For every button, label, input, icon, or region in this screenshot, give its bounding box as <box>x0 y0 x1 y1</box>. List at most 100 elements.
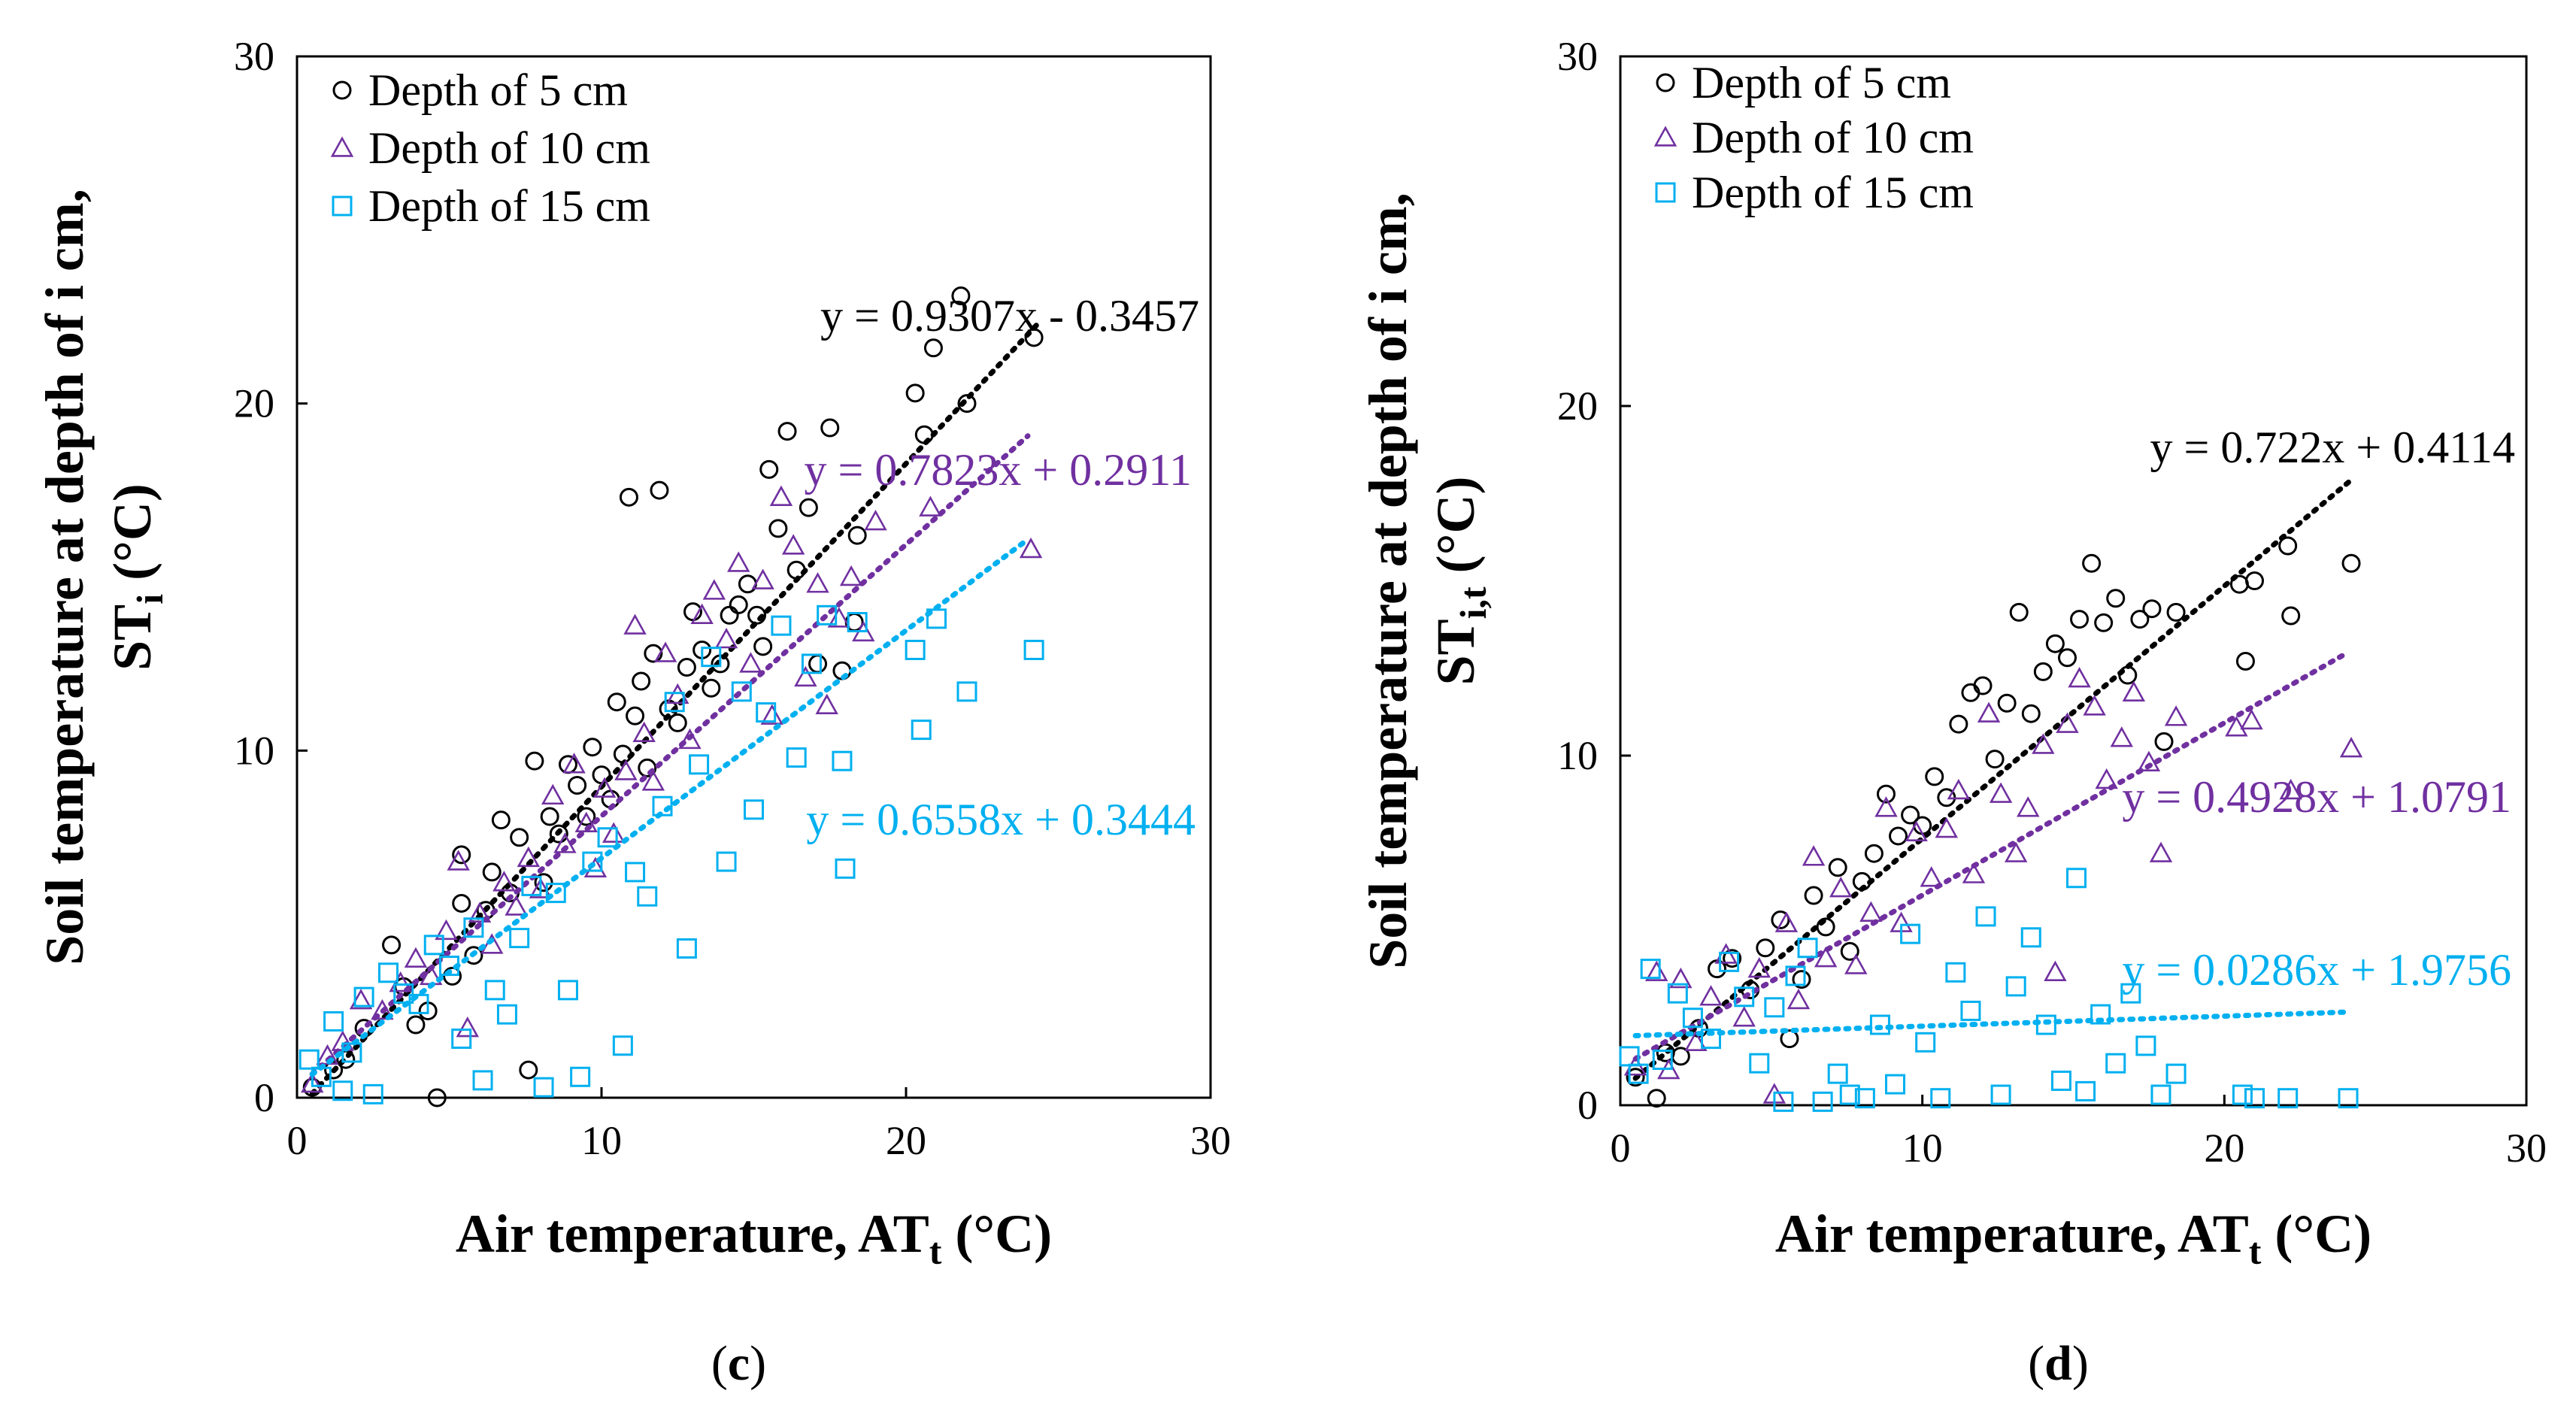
data-point <box>2235 651 2255 671</box>
data-point <box>2050 1070 2071 1091</box>
data-point <box>2020 927 2041 948</box>
data-point <box>2240 708 2263 730</box>
legend-marker <box>332 195 353 217</box>
data-point <box>716 851 737 872</box>
legend-entry-label: Depth of 10 cm <box>1692 113 1974 162</box>
legend: Depth of 5 cm Depth of 10 cm Depth of 15 c… <box>1653 58 1974 217</box>
data-point <box>2045 634 2065 653</box>
data-point <box>472 1070 493 1091</box>
data-point <box>771 615 792 636</box>
data-point <box>1925 767 1944 786</box>
data-point <box>1749 1053 1770 1074</box>
data-point <box>1773 1091 1794 1112</box>
data-point <box>1732 1006 1756 1027</box>
data-point <box>1723 949 1742 968</box>
trendline <box>1632 1009 2351 1038</box>
data-point <box>2090 1004 2111 1025</box>
data-point <box>2130 610 2150 629</box>
data-point <box>614 759 638 780</box>
data-point <box>769 485 793 507</box>
data-point <box>505 895 528 916</box>
data-point <box>2225 716 2248 737</box>
data-point <box>353 986 374 1007</box>
data-point <box>2095 768 2118 789</box>
data-point <box>702 579 726 600</box>
data-point <box>2244 1088 2265 1109</box>
data-point <box>637 886 658 907</box>
legend-marker <box>330 136 354 157</box>
data-point <box>484 980 505 1001</box>
data-point <box>2277 1088 2299 1109</box>
data-point <box>452 893 471 913</box>
data-point <box>341 1042 362 1063</box>
data-point <box>1859 901 1883 922</box>
x-tick-label: 10 <box>581 1118 622 1163</box>
data-point <box>435 919 458 941</box>
data-point <box>1915 1032 1936 1053</box>
data-point <box>1023 639 1044 660</box>
data-point <box>1889 826 1908 846</box>
panel-d-scatter-chart: 0 10 20 30 0 10 20 30 Air temperature, ATt (°C) S… <box>1358 34 2547 1391</box>
data-point <box>832 750 853 771</box>
legend: Depth of 5 cm Depth of 10 cm Depth of 15 c… <box>330 65 650 231</box>
trendline-equation: y = 0.6558x + 0.3444 <box>806 795 1196 844</box>
data-point <box>1747 956 1771 978</box>
panel-label: (c) <box>711 1336 766 1391</box>
data-point <box>1900 923 1921 944</box>
data-point <box>1989 782 2013 803</box>
y-tick-label: 30 <box>234 34 274 79</box>
data-point <box>1840 941 1859 961</box>
data-point <box>529 877 553 898</box>
data-point <box>690 603 714 624</box>
data-point <box>2278 536 2298 556</box>
data-point <box>1874 796 1898 817</box>
data-point <box>905 639 926 660</box>
data-point <box>299 1049 320 1070</box>
data-point <box>817 604 838 626</box>
series-depth-of-5-cm <box>1626 477 2361 1108</box>
data-point <box>1962 862 1986 883</box>
x-tick-label: 0 <box>287 1118 308 1163</box>
data-point <box>905 383 925 403</box>
data-point <box>597 827 618 848</box>
data-point <box>625 862 646 883</box>
data-point <box>2150 1084 2171 1105</box>
data-point <box>638 758 657 777</box>
y-tick-label: 0 <box>1577 1083 1598 1128</box>
data-point <box>2033 662 2053 681</box>
data-point <box>2082 553 2102 573</box>
data-point <box>1684 1030 1708 1051</box>
data-point <box>463 917 484 938</box>
data-point <box>480 933 504 954</box>
data-point <box>332 1080 353 1101</box>
data-point <box>650 480 669 500</box>
data-point <box>2009 602 2029 622</box>
data-point <box>1960 1000 1981 1021</box>
data-point <box>2021 704 2041 723</box>
data-point <box>827 607 851 628</box>
data-point <box>1652 1050 1673 1071</box>
trendline <box>309 322 1040 1096</box>
x-tick-label: 10 <box>1902 1126 1943 1171</box>
data-point <box>447 850 470 871</box>
panel-label: (d) <box>2028 1336 2089 1391</box>
data-point <box>324 1060 344 1080</box>
legend-entry-label: Depth of 15 cm <box>368 181 650 231</box>
trendline-equation: y = 0.722x + 0.4114 <box>2150 423 2515 472</box>
data-point <box>714 627 738 649</box>
data-point <box>2341 553 2361 573</box>
data-point <box>2057 648 2077 668</box>
data-point <box>1785 965 1806 986</box>
data-point <box>1844 953 1868 974</box>
data-point <box>739 652 762 673</box>
data-point <box>676 938 697 959</box>
trendline-equation: y = 0.0286x + 1.9756 <box>2122 945 2511 995</box>
data-point <box>799 498 818 517</box>
plot-area-frame <box>295 55 1212 1099</box>
data-point <box>1901 805 1920 825</box>
data-point <box>702 678 721 698</box>
data-point <box>1920 866 1943 887</box>
x-tick-label: 30 <box>1190 1118 1231 1163</box>
x-axis-label: Air temperature, ATt (°C) <box>1775 1204 2371 1272</box>
data-point <box>1628 1063 1649 1084</box>
